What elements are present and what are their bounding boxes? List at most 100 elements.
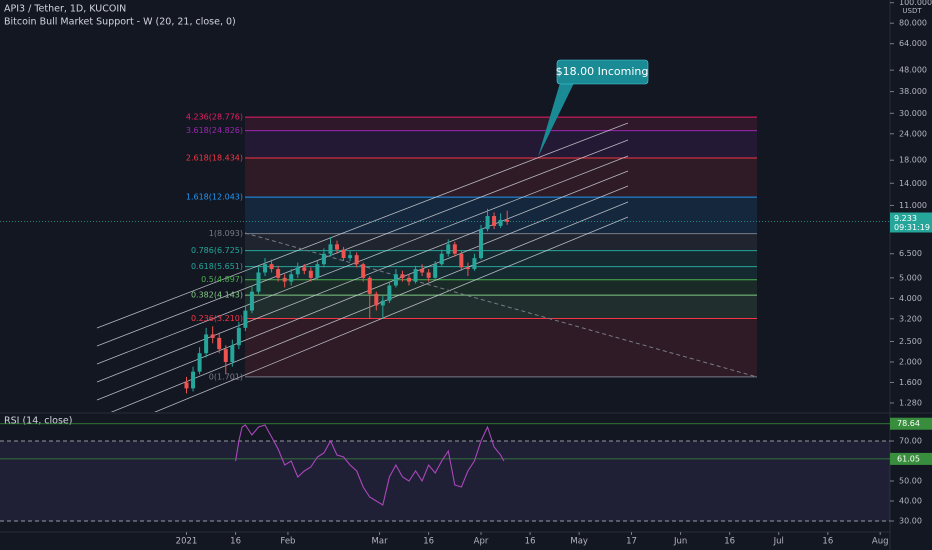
rsi-line xyxy=(235,424,505,506)
fib-band xyxy=(245,158,757,198)
rsi-y-tick-label: 50.00 xyxy=(899,477,922,486)
candle-body xyxy=(380,300,385,306)
trend-line xyxy=(244,232,758,378)
candle-body xyxy=(348,255,353,259)
candle-body xyxy=(263,264,268,273)
candle-body xyxy=(485,216,490,230)
fib-label: 3.618(24.826) xyxy=(186,126,243,135)
y-tick-label: 100.000 xyxy=(899,0,932,7)
candle-body xyxy=(498,219,503,226)
y-tick-label: 4.000 xyxy=(899,294,922,303)
candle-body xyxy=(191,371,196,389)
x-tick-label: 17 xyxy=(626,537,637,547)
x-tick-label: Feb xyxy=(280,537,295,547)
candle-body xyxy=(217,337,222,350)
candle-body xyxy=(439,253,444,265)
candle-body xyxy=(407,277,412,282)
symbol-title: API3 / Tether, 1D, KUCOIN xyxy=(4,4,126,15)
candle-body xyxy=(269,264,274,270)
fib-label: 1.618(12.043) xyxy=(186,193,243,202)
candle-body xyxy=(335,244,340,250)
rsi-level-label: 61.05 xyxy=(897,454,920,463)
candle-body xyxy=(236,327,241,346)
y-tick-label: 1.600 xyxy=(899,378,922,387)
candle-body xyxy=(472,258,477,270)
last-price: 9.233 xyxy=(894,214,917,223)
x-tick-label: May xyxy=(570,537,588,547)
indicator-title: Bitcoin Bull Market Support - W (20, 21,… xyxy=(4,17,236,28)
fib-band xyxy=(245,233,757,251)
candle-body xyxy=(420,269,425,273)
rsi-y-tick-label: 40.00 xyxy=(899,497,922,506)
fib-band xyxy=(245,295,757,319)
x-tick-label: 16 xyxy=(423,537,434,547)
candle-body xyxy=(413,269,418,282)
y-tick-label: 3.200 xyxy=(899,314,922,323)
callout-text: $18.00 Incoming xyxy=(556,65,649,78)
rsi-level-box xyxy=(890,452,932,465)
candle-body xyxy=(302,267,307,271)
fib-band xyxy=(245,250,757,267)
candle-body xyxy=(505,219,510,222)
fib-band xyxy=(245,318,757,377)
candle-body xyxy=(197,353,202,372)
candle-body xyxy=(282,277,287,282)
candle-body xyxy=(400,274,405,278)
candle-body xyxy=(433,264,438,278)
candle-body xyxy=(354,255,359,265)
candle-body xyxy=(276,269,281,278)
candle-body xyxy=(446,244,451,254)
fib-label: 0.5(4.897) xyxy=(201,275,243,284)
y-tick-label: 2.000 xyxy=(899,357,922,366)
y-tick-label: 30.000 xyxy=(899,109,927,118)
x-tick-label: 2021 xyxy=(176,537,198,547)
fib-label: 2.618(18.434) xyxy=(186,154,243,163)
x-tick-label: Jul xyxy=(773,537,784,547)
y-tick-label: 5.000 xyxy=(899,273,922,282)
rsi-y-tick-label: 30.00 xyxy=(899,517,922,526)
y-tick-label: 2.500 xyxy=(899,337,922,346)
candle-body xyxy=(223,349,228,362)
candle-body xyxy=(387,285,392,301)
callout: $18.00 Incoming xyxy=(538,59,649,157)
candle-body xyxy=(249,291,254,311)
rsi-level-label: 78.64 xyxy=(897,419,920,428)
x-tick-label: Apr xyxy=(474,537,489,547)
fib-band xyxy=(245,266,757,280)
rsi-band-fill xyxy=(0,441,890,521)
y-tick-label: 14.000 xyxy=(899,179,927,188)
candle-body xyxy=(315,264,320,278)
candle-body xyxy=(361,264,366,278)
rsi-title: RSI (14, close) xyxy=(4,416,72,427)
candle-body xyxy=(393,274,398,286)
x-tick-label: 16 xyxy=(525,537,536,547)
candle-body xyxy=(243,310,248,328)
countdown: 09:31:19 xyxy=(894,223,930,232)
x-tick-label: Aug xyxy=(872,537,889,547)
callout-box xyxy=(556,59,649,85)
x-tick-label: Mar xyxy=(372,537,389,547)
candle-body xyxy=(452,244,457,254)
candle-body xyxy=(321,253,326,265)
candle-body xyxy=(308,270,313,278)
fib-band xyxy=(245,117,757,131)
rsi-level-box xyxy=(890,417,932,430)
candle-body xyxy=(256,272,261,292)
y-tick-label: 64.000 xyxy=(899,39,927,48)
y-tick-label: 80.000 xyxy=(899,19,927,28)
last-price-box xyxy=(890,212,932,233)
x-tick-label: Jun xyxy=(673,537,687,547)
fib-label: 0.786(6.725) xyxy=(191,246,243,255)
candle-body xyxy=(465,267,470,270)
y-tick-label: 38.000 xyxy=(899,87,927,96)
currency-unit: USDT xyxy=(902,7,922,15)
y-tick-label: 48.000 xyxy=(899,66,927,75)
candle-body xyxy=(341,249,346,259)
rsi-y-tick-label: 70.00 xyxy=(899,437,922,446)
candle-body xyxy=(478,229,483,259)
fib-label: 1(8.093) xyxy=(209,229,243,238)
candle-body xyxy=(367,277,372,294)
x-tick-label: 16 xyxy=(724,537,735,547)
